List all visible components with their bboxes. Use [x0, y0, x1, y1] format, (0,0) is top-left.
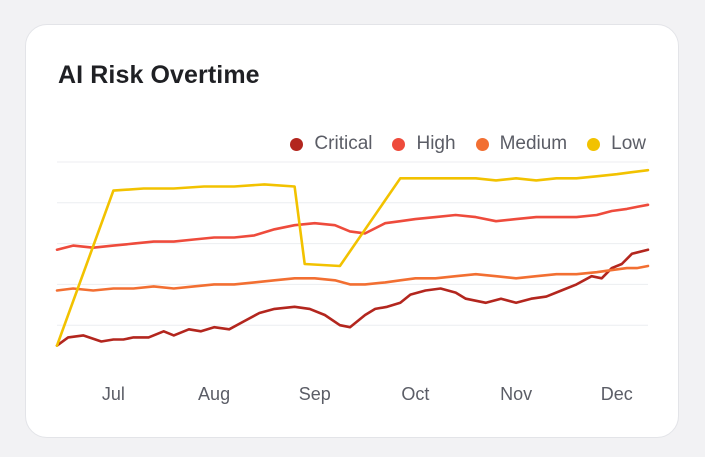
- x-tick-label: Aug: [198, 384, 230, 404]
- x-tick-label: Jul: [102, 384, 125, 404]
- legend-dot-icon: [392, 137, 406, 151]
- x-tick-label: Nov: [500, 384, 532, 404]
- legend-label: Critical: [314, 133, 373, 154]
- series-line-medium: [55, 264, 650, 292]
- x-tick-label: Dec: [601, 384, 633, 404]
- series-line-high: [55, 203, 650, 251]
- series-line-low: [55, 168, 650, 347]
- legend-item-critical: Critical: [290, 133, 372, 155]
- chart-series: [55, 168, 650, 347]
- legend-label: High: [416, 133, 456, 154]
- legend-item-low: Low: [587, 133, 646, 155]
- x-axis: Jul Aug Sep Oct Nov Dec: [102, 384, 633, 404]
- ai-risk-card: AI Risk Overtime Critical High Medium Low: [25, 24, 679, 438]
- legend-item-medium: Medium: [475, 133, 568, 155]
- legend-dot-icon: [587, 137, 601, 151]
- legend-dot-icon: [290, 137, 304, 151]
- card-title: AI Risk Overtime: [58, 61, 260, 89]
- series-line-critical: [55, 248, 650, 347]
- legend-label: Low: [611, 133, 646, 154]
- legend-dot-icon: [475, 137, 489, 151]
- x-tick-label: Sep: [299, 384, 331, 404]
- legend-label: Medium: [499, 133, 568, 154]
- x-tick-label: Oct: [401, 384, 429, 404]
- chart-legend: Critical High Medium Low: [290, 133, 646, 155]
- legend-item-high: High: [392, 133, 456, 155]
